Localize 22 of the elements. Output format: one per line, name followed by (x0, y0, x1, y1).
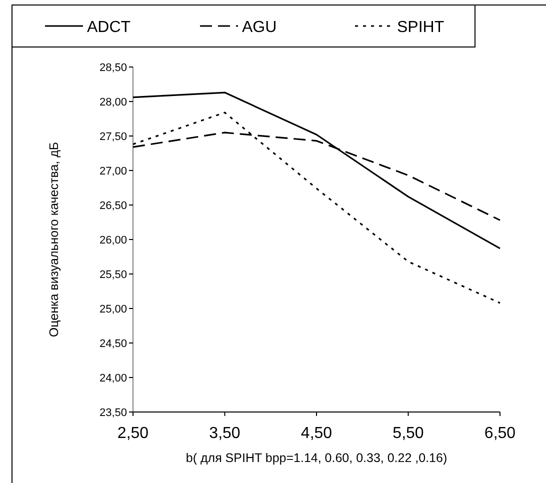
x-tick-label: 3,50 (209, 425, 240, 442)
y-tick-label: 27,00 (99, 165, 127, 178)
y-tick-label: 28,50 (99, 62, 127, 74)
y-tick-label: 24,50 (99, 338, 127, 350)
x-tick-label: 4,50 (300, 425, 332, 442)
y-axis-title: Оценка визуального качества, дБ (47, 142, 61, 338)
legend-label: AGU (242, 19, 277, 36)
legend-label: ADCT (87, 19, 131, 36)
y-tick-label: 26,00 (99, 234, 127, 246)
x-axis-title: b( для SPIHT bpp=1.14, 0.60, 0.33, 0.22 ,0.16) (186, 451, 448, 465)
legend-label: SPIHT (397, 19, 444, 36)
y-tick-label: 23,50 (99, 406, 127, 419)
x-tick-label: 6,50 (484, 425, 516, 442)
line-series (132, 112, 501, 304)
x-tick-label: 5,50 (392, 425, 424, 442)
x-tick-label: 2,50 (117, 425, 149, 442)
y-tick-label: 26,50 (99, 200, 127, 212)
y-tick-label: 25,50 (99, 268, 127, 281)
y-tick-label: 24,00 (99, 372, 127, 384)
y-tick-label: 27,50 (99, 130, 127, 143)
y-tick-label: 28,00 (99, 96, 127, 108)
y-tick-label: 25,00 (99, 303, 127, 316)
